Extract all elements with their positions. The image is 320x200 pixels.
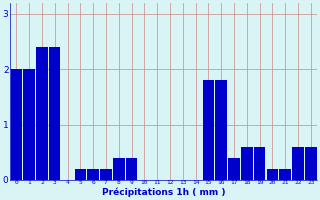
Bar — [267, 169, 278, 180]
Bar — [292, 147, 304, 180]
Bar — [113, 158, 124, 180]
Bar — [215, 80, 227, 180]
Bar — [228, 158, 240, 180]
Bar — [203, 80, 214, 180]
Bar — [11, 69, 22, 180]
Bar — [87, 169, 99, 180]
Bar — [126, 158, 137, 180]
Bar — [279, 169, 291, 180]
Bar — [254, 147, 265, 180]
X-axis label: Précipitations 1h ( mm ): Précipitations 1h ( mm ) — [102, 188, 225, 197]
Bar — [100, 169, 112, 180]
Bar — [305, 147, 316, 180]
Bar — [23, 69, 35, 180]
Bar — [241, 147, 252, 180]
Bar — [49, 47, 60, 180]
Bar — [75, 169, 86, 180]
Bar — [36, 47, 48, 180]
